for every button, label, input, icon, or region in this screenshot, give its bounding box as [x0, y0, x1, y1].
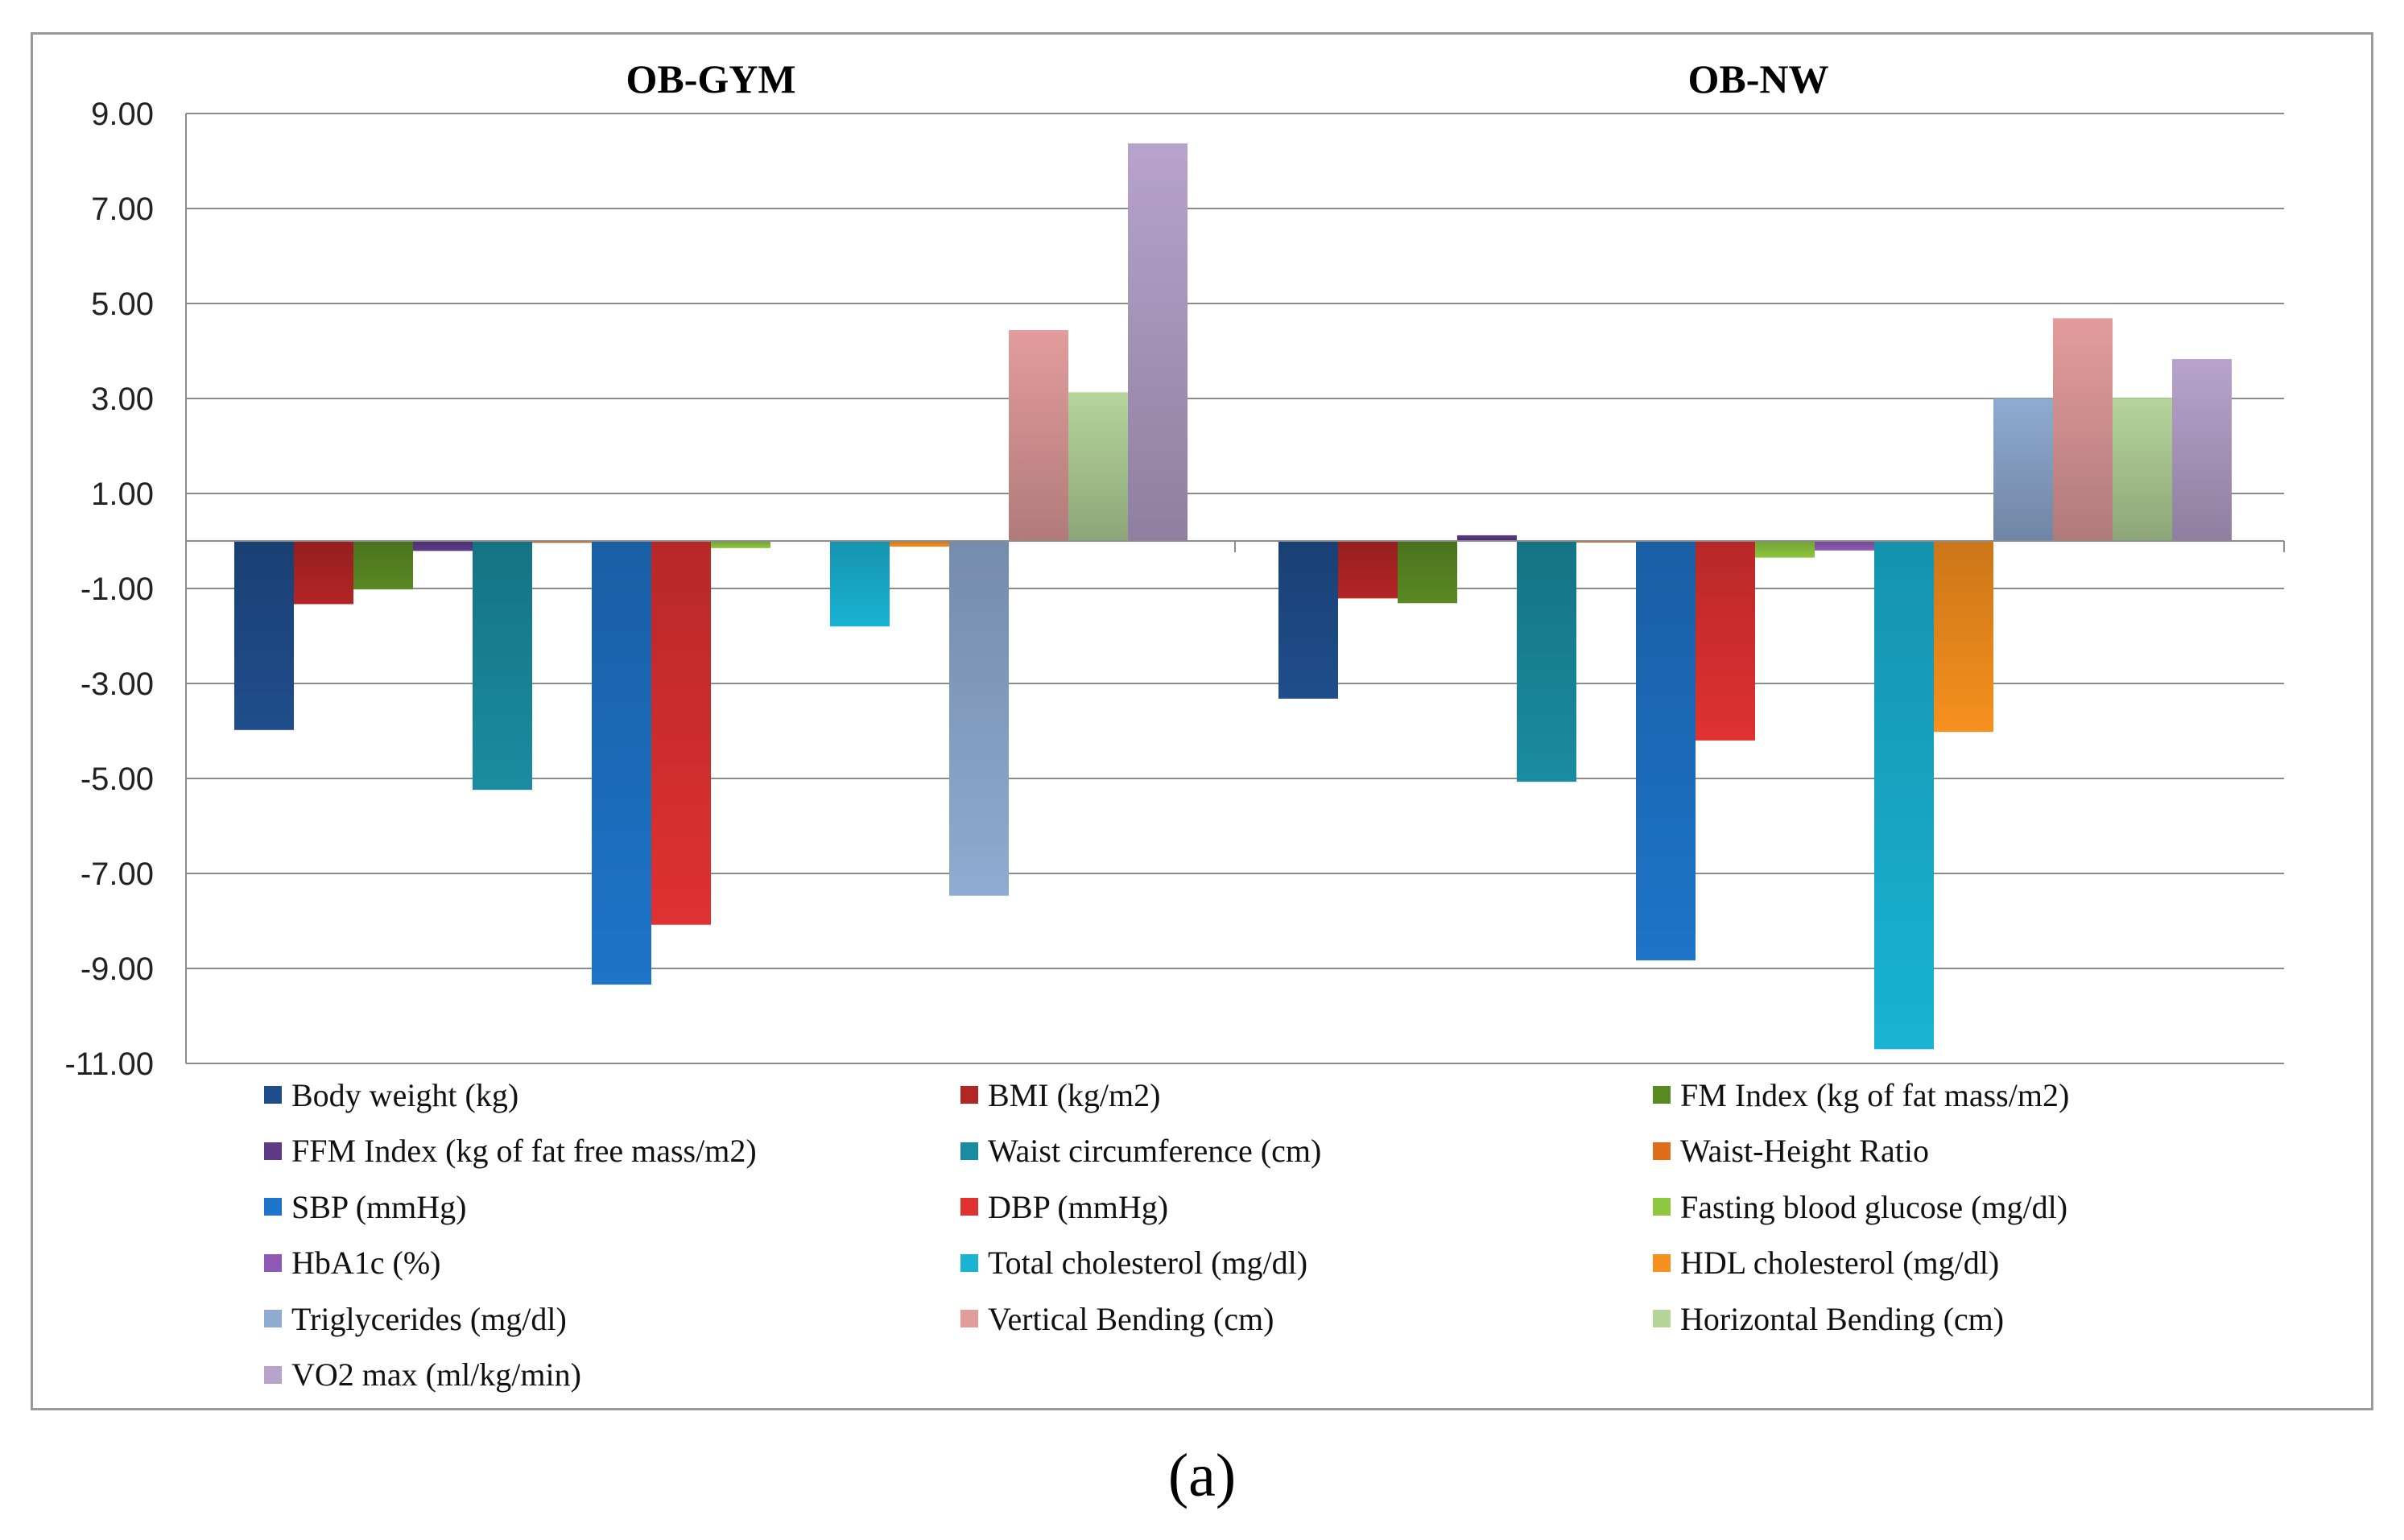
bar-chart: 9.00 7.00 5.00 3.00 1.00 -1.00 -3.00 -5.00 -7.00…	[65, 56, 2285, 1082]
bar	[353, 541, 413, 590]
legend-label: Body weight (kg)	[291, 1076, 519, 1113]
group-title: OB-GYM	[626, 56, 795, 101]
legend-label: Waist circumference (cm)	[988, 1133, 1322, 1169]
bar	[2172, 359, 2232, 541]
legend-label: Waist-Height Ratio	[1680, 1133, 1929, 1169]
bar	[294, 541, 353, 605]
legend-item: HbA1c (%)	[264, 1241, 441, 1286]
bar	[592, 541, 651, 985]
y-tick-label: 7.00	[91, 192, 154, 227]
bar	[1338, 541, 1398, 599]
legend-item: VO2 max (ml/kg/min)	[264, 1352, 581, 1398]
legend-swatch	[1653, 1142, 1671, 1160]
bar	[1517, 541, 1576, 782]
legend-label: Vertical Bending (cm)	[988, 1300, 1274, 1337]
y-tick-label: 9.00	[91, 97, 154, 132]
bar	[1636, 541, 1696, 960]
legend-swatch	[960, 1253, 978, 1272]
bar	[234, 541, 294, 730]
y-tick-label: 5.00	[91, 287, 154, 322]
bar	[473, 541, 532, 791]
legend-label: HbA1c (%)	[291, 1245, 441, 1281]
y-tick-label: -1.00	[81, 572, 154, 607]
legend-item: DBP (mmHg)	[960, 1184, 1168, 1229]
bar	[1815, 541, 1874, 551]
legend-swatch	[1653, 1198, 1671, 1216]
bar	[1755, 541, 1815, 558]
legend-item: BMI (kg/m2)	[960, 1072, 1160, 1117]
legend-label: Triglycerides (mg/dl)	[291, 1300, 567, 1337]
legend-item: Waist-Height Ratio	[1653, 1129, 1929, 1174]
legend-item: Total cholesterol (mg/dl)	[960, 1241, 1307, 1286]
legend-item: Triglycerides (mg/dl)	[264, 1296, 567, 1341]
y-tick-label: 3.00	[91, 382, 154, 417]
bar	[1696, 541, 1755, 741]
legend-swatch	[264, 1365, 282, 1384]
bar	[1009, 330, 1068, 541]
y-tick-label: -5.00	[81, 762, 154, 797]
legend-item: SBP (mmHg)	[264, 1184, 466, 1229]
legend-swatch	[1653, 1310, 1671, 1327]
legend-item: Body weight (kg)	[264, 1072, 518, 1117]
bar	[830, 541, 890, 627]
legend-label: DBP (mmHg)	[988, 1188, 1169, 1225]
bar	[1457, 535, 1517, 541]
legend-label: FFM Index (kg of fat free mass/m2)	[291, 1133, 757, 1169]
legend-swatch	[264, 1310, 282, 1327]
legend-swatch	[960, 1142, 978, 1160]
legend-item: Fasting blood glucose (mg/dl)	[1653, 1184, 2067, 1229]
bar	[1068, 392, 1128, 541]
legend-label: HDL cholesterol (mg/dl)	[1680, 1245, 2000, 1281]
bar	[1398, 541, 1457, 604]
legend-item: Horizontal Bending (cm)	[1653, 1296, 2004, 1341]
y-tick-label: 1.00	[91, 477, 154, 512]
y-tick-label: -9.00	[81, 952, 154, 987]
legend-swatch	[1653, 1253, 1671, 1272]
legend-swatch	[960, 1086, 978, 1104]
legend-label: FM Index (kg of fat mass/m2)	[1680, 1076, 2070, 1113]
legend-label: VO2 max (ml/kg/min)	[291, 1356, 581, 1393]
legend-swatch	[1653, 1086, 1671, 1104]
legend-swatch	[264, 1253, 282, 1272]
legend-label: SBP (mmHg)	[291, 1188, 467, 1225]
legend-swatch	[264, 1086, 282, 1104]
legend-label: Total cholesterol (mg/dl)	[988, 1245, 1308, 1281]
bar	[890, 541, 949, 547]
bar	[532, 541, 592, 543]
legend-swatch	[264, 1198, 282, 1216]
bar	[1278, 541, 1338, 699]
bar	[711, 541, 770, 548]
y-tick-label: -7.00	[81, 857, 154, 892]
bar	[1993, 398, 2053, 541]
legend-label: BMI (kg/m2)	[988, 1076, 1161, 1113]
y-tick-label: -11.00	[65, 1047, 154, 1082]
legend-label: Fasting blood glucose (mg/dl)	[1680, 1188, 2068, 1225]
bar	[949, 541, 1009, 896]
legend-item: HDL cholesterol (mg/dl)	[1653, 1241, 1999, 1286]
legend-item: Waist circumference (cm)	[960, 1129, 1321, 1174]
legend-swatch	[960, 1198, 978, 1216]
bar	[2053, 318, 2113, 541]
legend-label: Horizontal Bending (cm)	[1680, 1300, 2005, 1337]
y-tick-label: -3.00	[81, 667, 154, 702]
figure-caption: (a)	[1167, 1442, 1237, 1509]
bar	[1128, 143, 1188, 542]
bar	[1934, 541, 1993, 733]
legend-swatch	[264, 1142, 282, 1160]
bar	[413, 541, 473, 551]
legend-item: FM Index (kg of fat mass/m2)	[1653, 1072, 2069, 1117]
bar	[1874, 541, 1934, 1050]
chart-frame: 9.00 7.00 5.00 3.00 1.00 -1.00 -3.00 -5.00 -7.00…	[31, 32, 2373, 1410]
legend-item: Vertical Bending (cm)	[960, 1296, 1274, 1341]
legend-swatch	[960, 1310, 978, 1327]
bar	[651, 541, 711, 925]
group-title: OB-NW	[1688, 56, 1829, 101]
legend-item: FFM Index (kg of fat free mass/m2)	[264, 1129, 757, 1174]
bar	[2113, 398, 2172, 541]
